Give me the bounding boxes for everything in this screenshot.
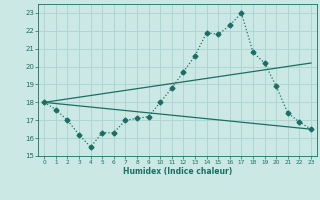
X-axis label: Humidex (Indice chaleur): Humidex (Indice chaleur) — [123, 167, 232, 176]
